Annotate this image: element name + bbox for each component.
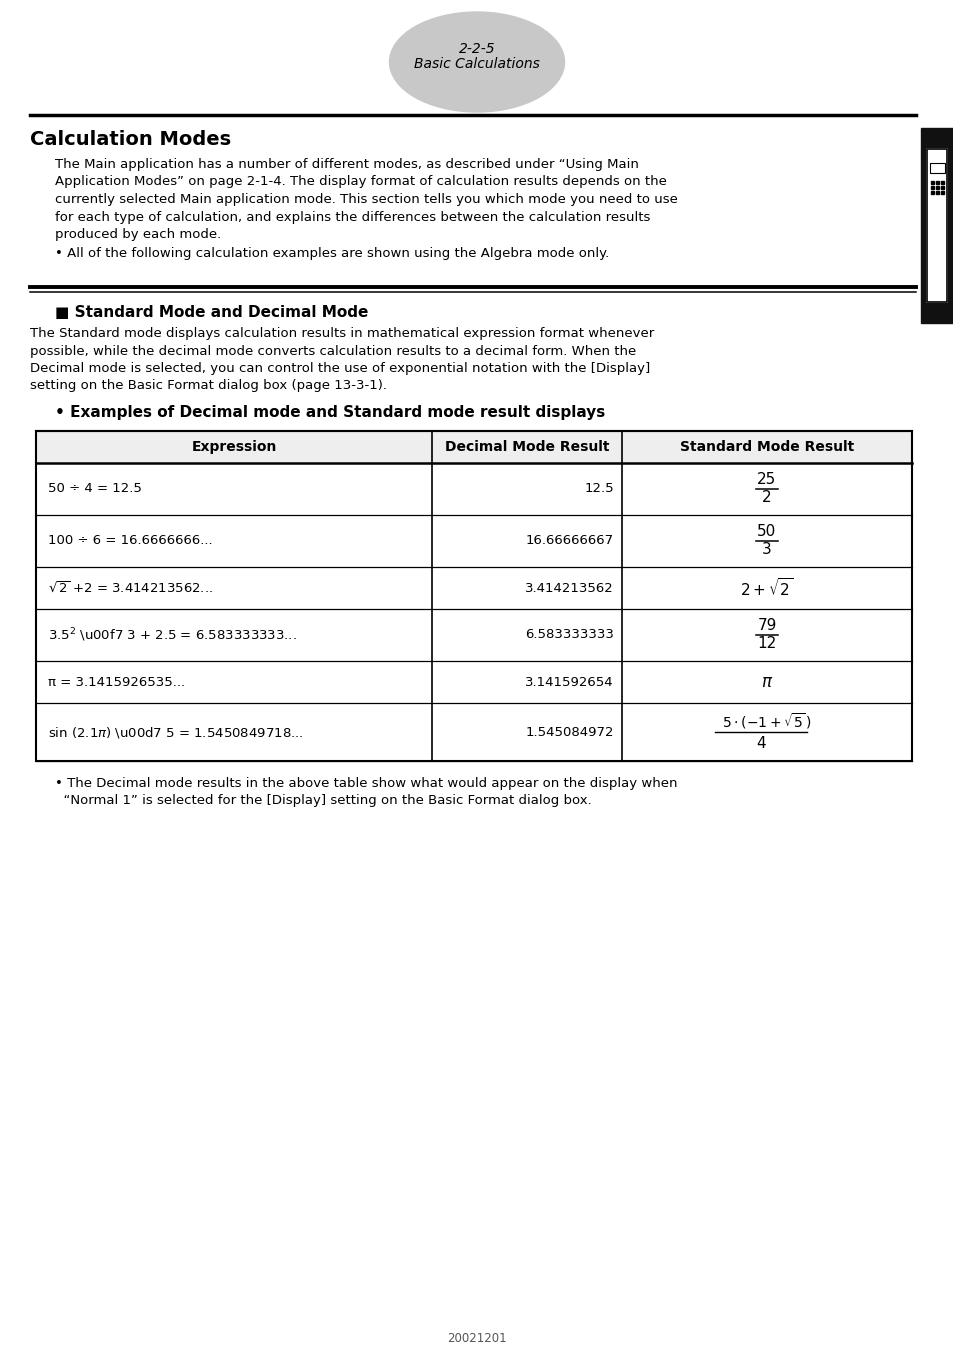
Text: 3.414213562: 3.414213562 (525, 581, 614, 595)
Text: 50 ÷ 4 = 12.5: 50 ÷ 4 = 12.5 (48, 483, 142, 495)
Bar (940, 187, 943, 189)
Text: 3: 3 (761, 542, 771, 557)
Bar (935, 181, 938, 184)
Text: 2: 2 (761, 491, 771, 506)
Text: setting on the Basic Format dialog box (page 13-3-1).: setting on the Basic Format dialog box (… (30, 380, 387, 392)
Bar (930, 181, 933, 184)
Bar (929, 164, 944, 173)
Text: • All of the following calculation examples are shown using the Algebra mode onl: • All of the following calculation examp… (55, 247, 609, 261)
Bar (940, 191, 943, 193)
Bar (36, 431, 911, 462)
Text: for each type of calculation, and explains the differences between the calculati: for each type of calculation, and explai… (55, 211, 650, 223)
Text: “Normal 1” is selected for the [Display] setting on the Basic Format dialog box.: “Normal 1” is selected for the [Display]… (55, 794, 591, 807)
Text: $\sqrt{2}$ +2 = 3.414213562...: $\sqrt{2}$ +2 = 3.414213562... (48, 580, 213, 596)
Text: • Examples of Decimal mode and Standard mode result displays: • Examples of Decimal mode and Standard … (55, 406, 604, 420)
Text: produced by each mode.: produced by each mode. (55, 228, 221, 241)
Text: 25: 25 (757, 472, 776, 488)
Text: Basic Calculations: Basic Calculations (414, 57, 539, 72)
Ellipse shape (389, 12, 564, 112)
Bar (935, 187, 938, 189)
Text: 1.545084972: 1.545084972 (525, 726, 614, 738)
Bar (925, 147, 947, 303)
Text: 20021201: 20021201 (447, 1332, 506, 1344)
Text: 16.66666667: 16.66666667 (525, 534, 614, 548)
Text: 100 ÷ 6 = 16.6666666...: 100 ÷ 6 = 16.6666666... (48, 534, 213, 548)
Text: Application Modes” on page 2-1-4. The display format of calculation results depe: Application Modes” on page 2-1-4. The di… (55, 176, 666, 188)
Text: Expression: Expression (192, 439, 276, 454)
Text: 79: 79 (757, 618, 776, 634)
Text: 50: 50 (757, 525, 776, 539)
Bar (935, 191, 938, 193)
Text: Decimal mode is selected, you can control the use of exponential notation with t: Decimal mode is selected, you can contro… (30, 362, 650, 375)
Text: 12.5: 12.5 (584, 483, 614, 495)
Bar (930, 187, 933, 189)
Text: • The Decimal mode results in the above table show what would appear on the disp: • The Decimal mode results in the above … (55, 777, 677, 790)
Text: sin (2.1$\pi$) \u00d7 5 = 1.5450849718...: sin (2.1$\pi$) \u00d7 5 = 1.5450849718..… (48, 725, 303, 740)
Bar (36, 431, 911, 761)
Text: $\pi$: $\pi$ (760, 673, 772, 691)
Bar (940, 181, 943, 184)
Text: currently selected Main application mode. This section tells you which mode you : currently selected Main application mode… (55, 193, 678, 206)
Bar (930, 191, 933, 193)
Text: $5 \cdot (-1 + \sqrt{5}\,)$: $5 \cdot (-1 + \sqrt{5}\,)$ (721, 711, 811, 731)
Text: The Main application has a number of different modes, as described under “Using : The Main application has a number of dif… (55, 158, 639, 170)
Text: 12: 12 (757, 637, 776, 652)
Text: Standard Mode Result: Standard Mode Result (679, 439, 853, 454)
Text: Calculation Modes: Calculation Modes (30, 130, 231, 149)
Text: Decimal Mode Result: Decimal Mode Result (444, 439, 609, 454)
Text: possible, while the decimal mode converts calculation results to a decimal form.: possible, while the decimal mode convert… (30, 345, 636, 357)
Text: The Standard mode displays calculation results in mathematical expression format: The Standard mode displays calculation r… (30, 327, 654, 339)
Text: 2-2-5: 2-2-5 (458, 42, 495, 55)
Text: ■ Standard Mode and Decimal Mode: ■ Standard Mode and Decimal Mode (55, 306, 368, 320)
Text: $2 + \sqrt{2}$: $2 + \sqrt{2}$ (740, 577, 793, 599)
Text: 3.141592654: 3.141592654 (525, 676, 614, 688)
Text: 3.5$^2$ \u00f7 3 + 2.5 = 6.583333333...: 3.5$^2$ \u00f7 3 + 2.5 = 6.583333333... (48, 626, 296, 644)
Text: 4: 4 (756, 735, 765, 750)
Bar (920, 128, 953, 323)
Text: 6.583333333: 6.583333333 (524, 629, 614, 641)
Bar (926, 149, 946, 301)
Text: π = 3.1415926535...: π = 3.1415926535... (48, 676, 185, 688)
